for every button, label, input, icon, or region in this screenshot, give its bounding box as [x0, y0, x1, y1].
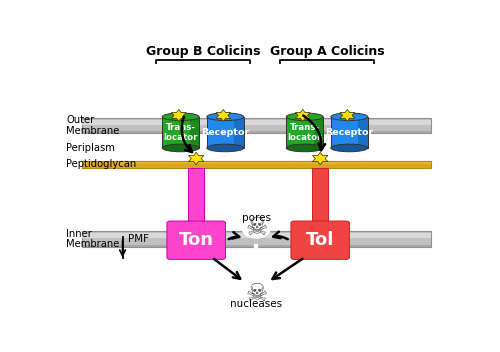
Ellipse shape: [286, 113, 323, 121]
FancyBboxPatch shape: [212, 281, 301, 310]
Ellipse shape: [207, 144, 244, 152]
Ellipse shape: [331, 144, 368, 152]
Ellipse shape: [162, 113, 199, 121]
FancyBboxPatch shape: [82, 118, 430, 133]
FancyBboxPatch shape: [291, 221, 350, 259]
FancyBboxPatch shape: [190, 117, 199, 148]
Polygon shape: [188, 152, 204, 165]
Polygon shape: [172, 109, 186, 121]
Text: Group B Colicins: Group B Colicins: [146, 45, 260, 58]
FancyBboxPatch shape: [314, 117, 323, 148]
Text: Trans-
locator: Trans- locator: [288, 123, 322, 142]
Text: Receptor: Receptor: [201, 128, 250, 137]
FancyBboxPatch shape: [82, 131, 430, 133]
Text: Trans-
locator: Trans- locator: [164, 123, 198, 142]
Text: Outer
Membrane: Outer Membrane: [66, 115, 120, 136]
FancyBboxPatch shape: [162, 117, 199, 148]
Text: ☠: ☠: [245, 216, 268, 240]
Text: ☠: ☠: [245, 282, 268, 306]
Text: Inner
Membrane: Inner Membrane: [66, 228, 120, 250]
Text: pores: pores: [242, 213, 271, 223]
FancyBboxPatch shape: [167, 221, 226, 259]
Text: PMF: PMF: [128, 234, 150, 244]
Ellipse shape: [162, 144, 199, 152]
FancyBboxPatch shape: [82, 162, 430, 164]
FancyBboxPatch shape: [358, 117, 368, 148]
Text: Tol: Tol: [306, 231, 334, 249]
Ellipse shape: [207, 113, 244, 121]
Text: Peptidoglycan: Peptidoglycan: [66, 159, 136, 169]
Ellipse shape: [331, 113, 368, 121]
Circle shape: [242, 284, 271, 304]
Text: Ton: Ton: [178, 231, 214, 249]
Text: nucleases: nucleases: [230, 299, 282, 309]
FancyBboxPatch shape: [82, 120, 430, 125]
Text: Group A Colicins: Group A Colicins: [270, 45, 384, 58]
Polygon shape: [296, 109, 310, 121]
FancyBboxPatch shape: [82, 231, 430, 247]
FancyBboxPatch shape: [312, 168, 328, 231]
Text: Receptor: Receptor: [325, 128, 374, 137]
Polygon shape: [340, 109, 354, 121]
FancyBboxPatch shape: [207, 117, 244, 148]
FancyBboxPatch shape: [286, 117, 323, 148]
Circle shape: [242, 218, 271, 239]
Polygon shape: [216, 109, 230, 121]
FancyBboxPatch shape: [331, 117, 368, 148]
FancyBboxPatch shape: [82, 233, 430, 238]
Polygon shape: [312, 152, 328, 165]
FancyBboxPatch shape: [188, 168, 204, 231]
FancyBboxPatch shape: [234, 117, 244, 148]
Text: Periplasm: Periplasm: [66, 143, 115, 153]
FancyBboxPatch shape: [82, 245, 430, 247]
FancyBboxPatch shape: [82, 161, 430, 168]
Ellipse shape: [286, 144, 323, 152]
